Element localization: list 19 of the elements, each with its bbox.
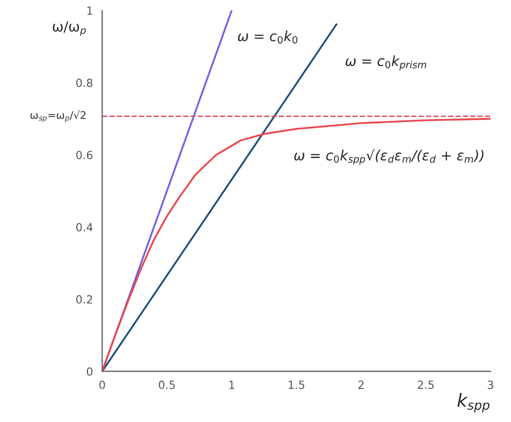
y-tick-label: 1 [87,6,92,15]
series-label: ω = c$_{0}$k$_{prism}$ [346,55,426,70]
y-tick-label: 0.6 [76,150,92,160]
x-tick-label: 2 [358,380,364,389]
y-tick-label: 0.4 [76,223,93,232]
x-tick-label: 1.5 [288,380,304,389]
y-tick-label: 0.8 [76,78,92,88]
x-tick-label: 2.5 [418,380,434,389]
y-tick-label: 0 [86,367,92,376]
x-tick-label: 1 [229,380,234,389]
y-tick-label: 0.2 [76,295,92,304]
ref-line-label: ω$_{sp}$=ω$_{p}$/√2 [30,110,86,122]
x-axis-title: k$_{spp}$ [457,393,490,412]
y-axis-title: ω/ω$_{p}$ [52,21,86,36]
x-tick-label: 0.5 [158,380,175,389]
x-tick-label: 3 [488,380,494,389]
series-label: ω = c$_{0}$k$_{0}$ [238,30,298,44]
x-tick-label: 0 [99,380,105,389]
text: ω = c$_{0}$k$_{spp}$√(ε$_{d}$ε$_{m}$/(ε$_{d}$ + ε$_{m}$)) [294,149,484,165]
